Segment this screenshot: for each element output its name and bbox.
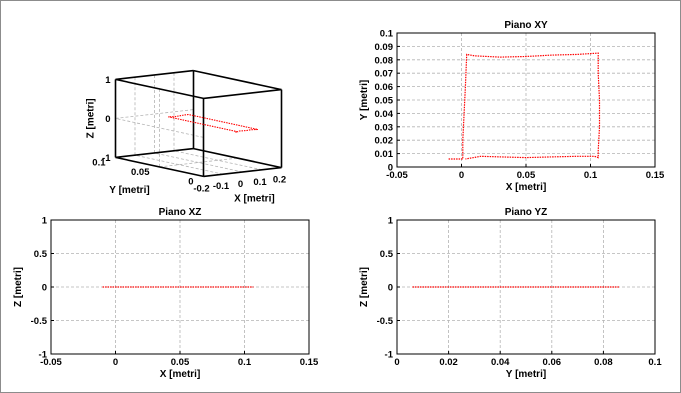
xz-y-tick-label: 0.5 xyxy=(34,249,48,260)
yz-y-tick-label: 0 xyxy=(388,283,393,294)
yz-x-tick-label: 0.02 xyxy=(439,357,458,368)
yz-x-tick-label: 0.04 xyxy=(491,357,510,368)
xy-y-tick-label: 0.02 xyxy=(375,136,394,147)
xz-y-tick-label: 1 xyxy=(42,216,48,227)
xyz3d-x-axis-label: X [metri] xyxy=(234,194,275,205)
xyz3d-box-edge xyxy=(115,147,194,159)
xz-axes-frame xyxy=(50,219,310,355)
yz-y-axis-label: Z [metri] xyxy=(359,267,370,307)
xyz3d-floor-gridline-y xyxy=(159,157,238,168)
xz-x-tick-label: -0.05 xyxy=(40,357,62,368)
xy-x-tick-label: -0.05 xyxy=(386,170,408,181)
xyz3d-y-tick-label: 0.1 xyxy=(92,157,106,168)
xyz3d-x-tick-label: 0 xyxy=(238,179,243,190)
yz-x-tick-label: 0.06 xyxy=(543,357,562,368)
xyz3d-wall-gridline-z xyxy=(115,118,204,138)
xyz3d-x-tick-label: 0.2 xyxy=(273,175,286,186)
xy-axes-frame xyxy=(396,32,656,168)
xyz3d-x-tick-label: 0.1 xyxy=(253,177,267,188)
xz-x-tick-label: 0.15 xyxy=(300,357,319,368)
xyz3d-x-tick-label: -0.1 xyxy=(213,181,230,192)
yz-title: Piano YZ xyxy=(505,207,548,218)
xyz3d-z-tick-label: 0 xyxy=(105,114,110,125)
xy-y-tick-label: 0.01 xyxy=(375,149,394,160)
xy-y-tick-label: 0.07 xyxy=(375,69,394,80)
xyz3d-floor-gridline-x xyxy=(134,154,224,175)
xy-y-tick-label: 0.03 xyxy=(375,122,394,133)
xz-y-tick-label: -1 xyxy=(39,350,48,361)
xyz3d-box-edge xyxy=(203,166,282,178)
xyz3d-box-edge xyxy=(203,88,282,100)
xy-title: Piano XY xyxy=(504,20,548,31)
xyz3d-floor-gridline-x xyxy=(173,150,263,171)
xyz3d-z-axis-label: Z [metri] xyxy=(86,98,97,138)
xyz3d-x-tick-label: -0.2 xyxy=(193,183,209,194)
xy-x-tick-label: 0.1 xyxy=(584,170,598,181)
xyz3d-box-edge xyxy=(115,78,204,100)
xyz3d-box-edge xyxy=(193,69,282,91)
yz-x-tick-label: 0 xyxy=(394,357,399,368)
xz-x-axis-label: X [metri] xyxy=(160,369,201,380)
xyz3d-series-0-line xyxy=(168,113,259,133)
xz-x-tick-label: 0 xyxy=(113,357,118,368)
yz-y-tick-label: 0.5 xyxy=(380,249,394,260)
xy-y-tick-label: 0.09 xyxy=(375,42,394,53)
xz-y-tick-label: -0.5 xyxy=(31,316,48,327)
xyz3d-box-edge xyxy=(193,147,282,169)
xz-x-tick-label: 0.05 xyxy=(171,357,190,368)
xyz3d-wall-gridline-z xyxy=(115,109,194,119)
xy-x-axis-label: X [metri] xyxy=(506,182,547,193)
xz-y-tick-label: 0 xyxy=(42,283,47,294)
yz-y-tick-label: -1 xyxy=(385,350,394,361)
xy-y-tick-label: 0.1 xyxy=(380,29,394,40)
xy-y-axis-label: Y [metri] xyxy=(359,80,370,120)
yz-x-tick-label: 0.1 xyxy=(648,357,662,368)
xyz3d-z-tick-label: -1 xyxy=(102,153,111,164)
yz-x-tick-label: 0.08 xyxy=(594,357,613,368)
xy-x-tick-label: 0.05 xyxy=(517,170,536,181)
xyz3d-y-tick-label: 0 xyxy=(188,176,193,187)
xy-x-tick-label: 0.15 xyxy=(646,170,665,181)
yz-axes-frame xyxy=(396,219,656,355)
xyz3d-y-axis-label: Y [metri] xyxy=(109,185,149,196)
xy-series-0-line xyxy=(448,52,601,160)
xz-title: Piano XZ xyxy=(159,207,202,218)
xz-x-tick-label: 0.1 xyxy=(238,357,252,368)
xyz3d-z-tick-label: 1 xyxy=(105,75,111,86)
xyz3d-floor-gridline-x xyxy=(154,152,243,173)
xy-y-tick-label: 0.06 xyxy=(375,82,394,93)
xy-x-tick-label: 0 xyxy=(459,170,464,181)
xyz3d-box-edge xyxy=(115,69,194,81)
xy-y-tick-label: 0 xyxy=(388,163,393,174)
yz-y-tick-label: -0.5 xyxy=(377,316,394,327)
yz-y-tick-label: 1 xyxy=(388,216,394,227)
xy-y-tick-label: 0.04 xyxy=(375,109,394,120)
xy-y-tick-label: 0.05 xyxy=(375,96,394,107)
xyz3d-box-edge xyxy=(115,156,204,178)
yz-x-axis-label: Y [metri] xyxy=(506,369,546,380)
xyz3d-y-tick-label: 0.05 xyxy=(131,167,150,178)
xz-y-axis-label: Z [metri] xyxy=(13,267,24,307)
xy-y-tick-label: 0.08 xyxy=(375,55,394,66)
